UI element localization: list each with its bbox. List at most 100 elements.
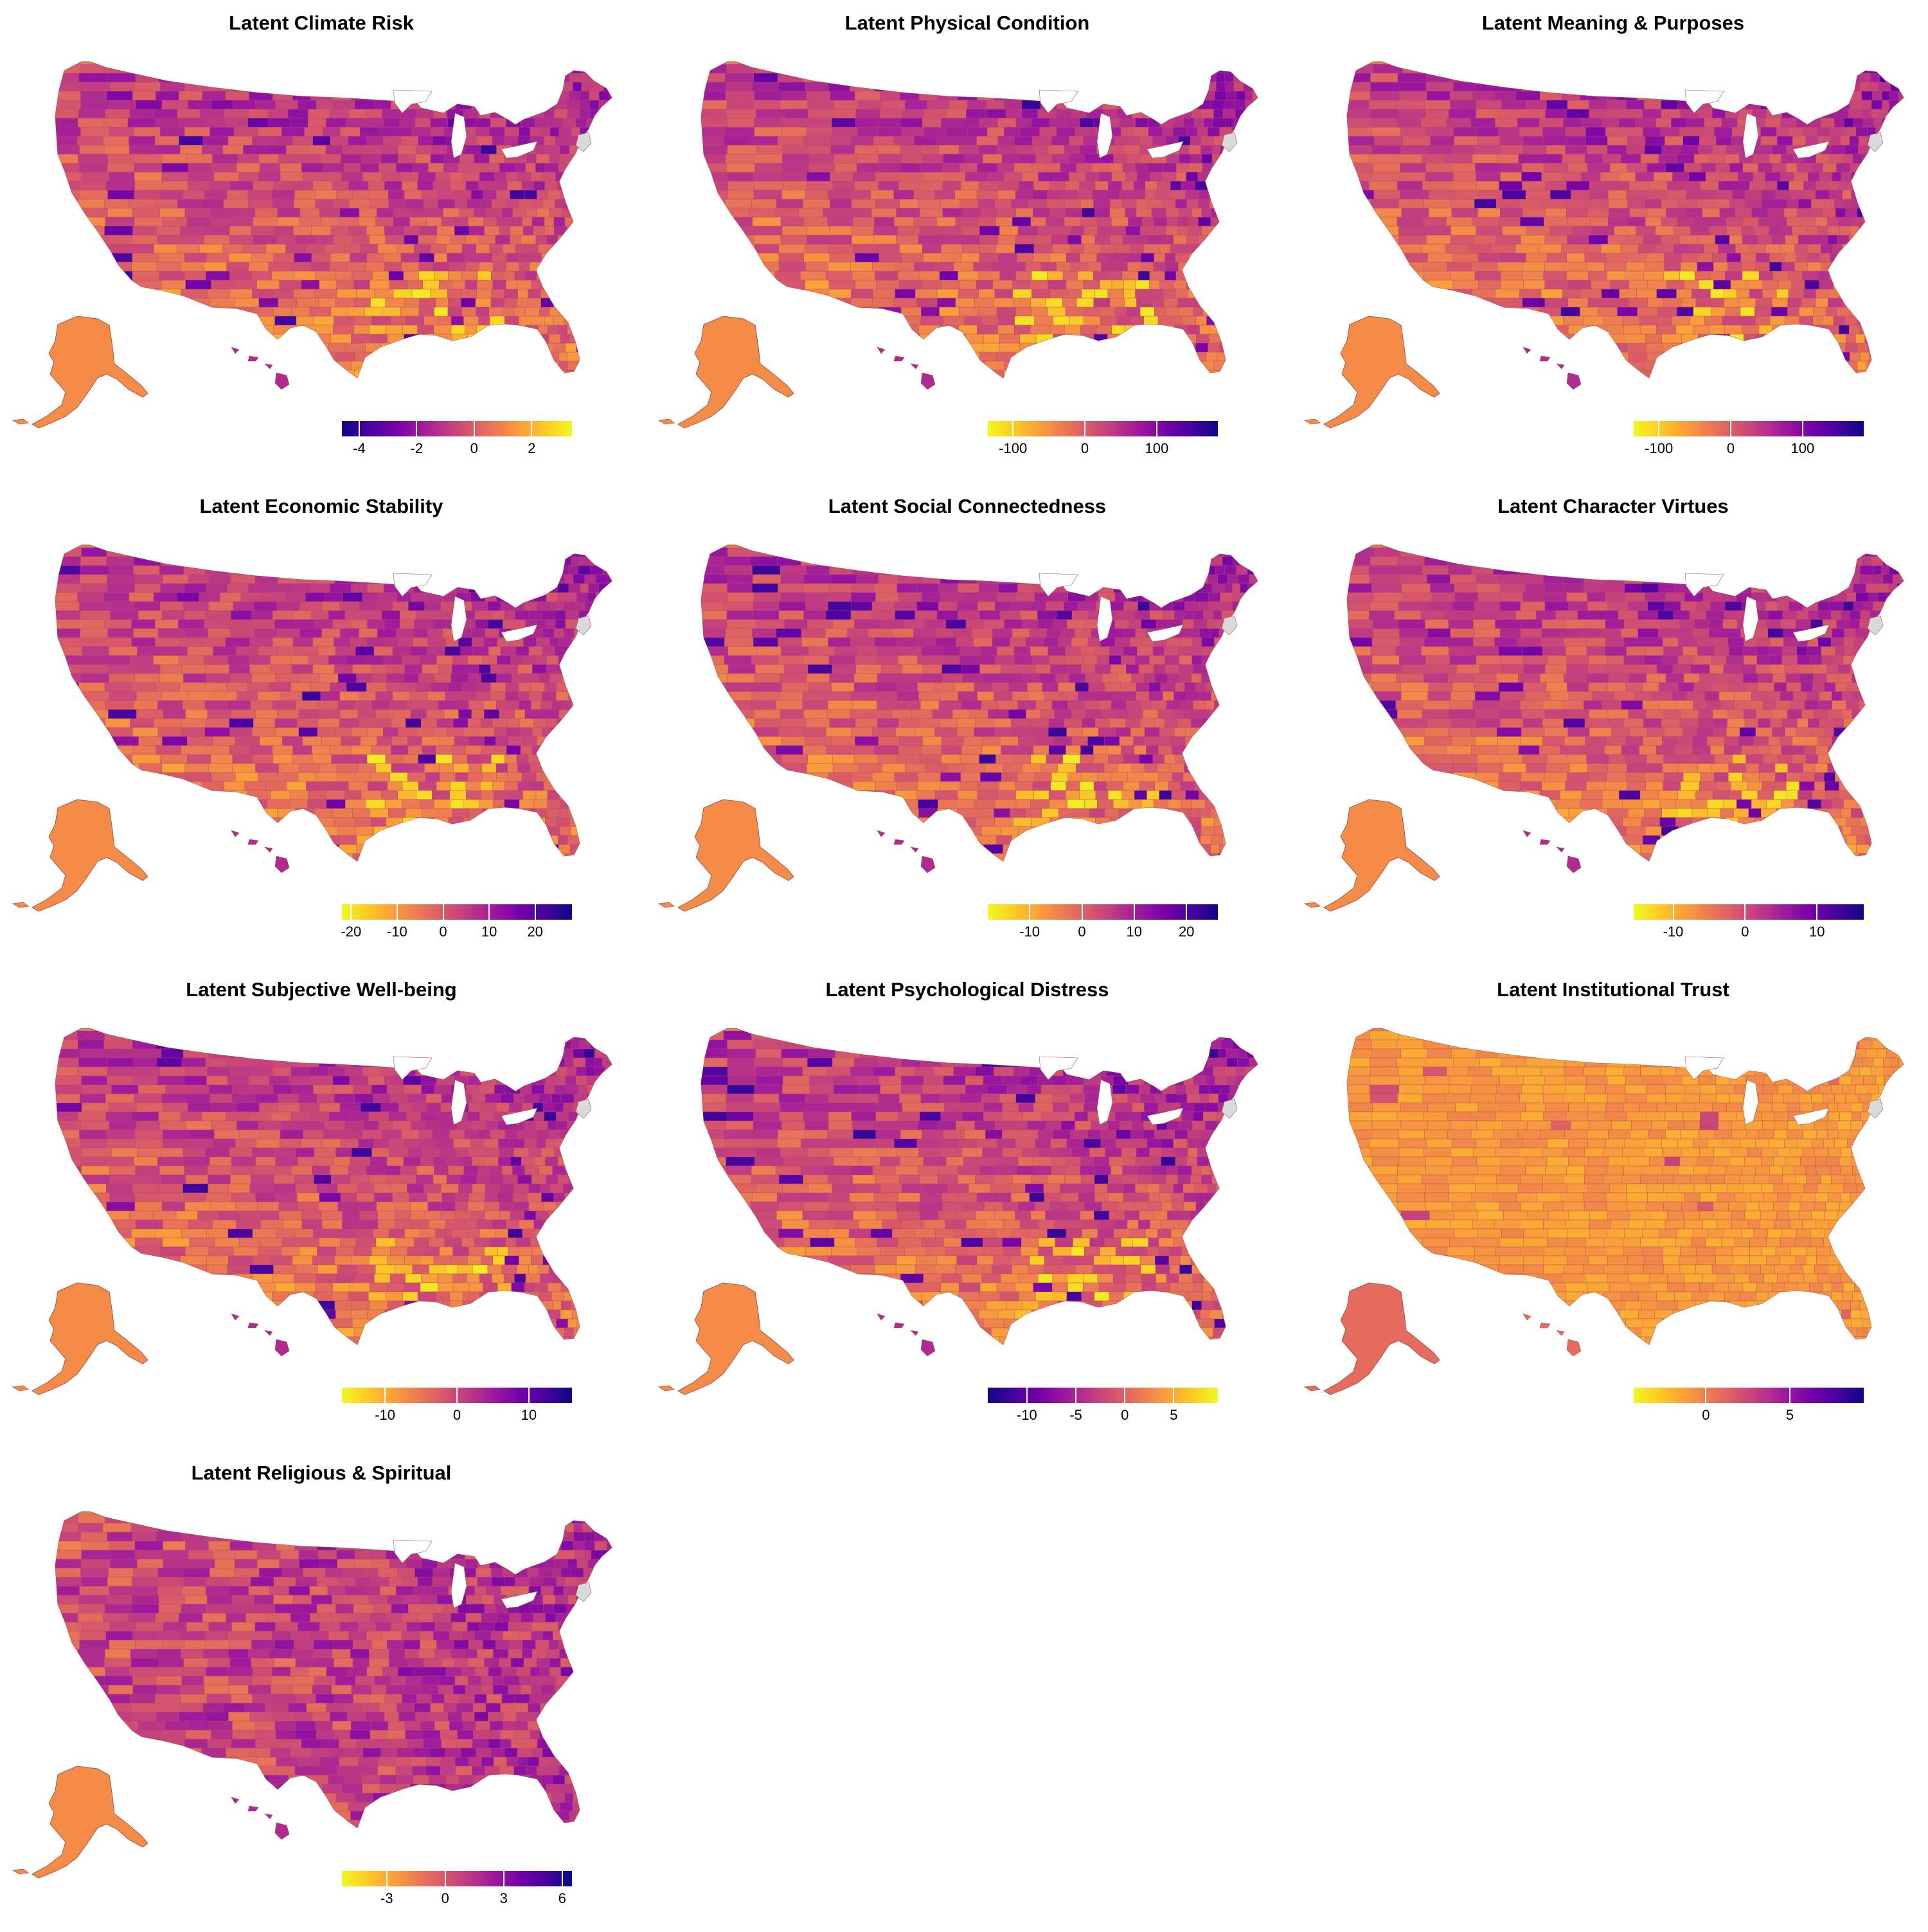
county-cell <box>493 782 505 791</box>
county-cell <box>503 620 514 629</box>
county-cell <box>432 791 449 800</box>
county-cell <box>80 91 107 100</box>
county-cell <box>1522 334 1546 343</box>
county-cell <box>1136 208 1152 217</box>
county-cell <box>1546 208 1566 217</box>
county-cell <box>1062 298 1076 307</box>
county-cell <box>129 593 154 602</box>
county-cell <box>350 253 366 262</box>
county-cell <box>512 352 523 361</box>
county-cell <box>135 575 163 584</box>
county-cell <box>1773 343 1786 352</box>
county-cell <box>1884 262 1892 271</box>
county-cell <box>549 638 558 647</box>
county-cell <box>357 674 372 683</box>
county-cell <box>451 235 466 244</box>
county-cell <box>352 665 371 674</box>
county-cell <box>591 692 603 701</box>
county-cell <box>319 674 338 683</box>
county-cell <box>1889 64 1897 73</box>
county-cell <box>979 244 996 253</box>
county-cell <box>1855 334 1865 343</box>
county-cell <box>1889 73 1900 82</box>
county-cell <box>1682 253 1697 262</box>
county-cell <box>479 262 494 271</box>
county-cell <box>1708 217 1726 226</box>
county-cell <box>587 755 596 764</box>
county-cell <box>1673 379 1690 388</box>
county-cell <box>1862 100 1871 109</box>
county-cell <box>871 190 894 199</box>
county-cell <box>436 755 452 764</box>
county-cell <box>108 809 136 818</box>
county-cell <box>1609 199 1628 208</box>
county-cell <box>582 271 592 280</box>
county-cell <box>155 136 179 145</box>
county-cell <box>1228 379 1240 388</box>
county-cell <box>405 665 422 674</box>
county-cell <box>1734 181 1749 190</box>
county-cell <box>205 190 228 199</box>
county-cell <box>1473 307 1494 316</box>
county-cell <box>159 325 184 334</box>
county-cell <box>206 307 231 316</box>
county-cell <box>1206 244 1215 253</box>
county-cell <box>1143 91 1154 100</box>
county-cell <box>1803 127 1817 136</box>
county-cell <box>405 298 420 307</box>
county-cell <box>379 127 394 136</box>
county-cell <box>1449 73 1474 82</box>
county-cell <box>268 109 288 118</box>
county-cell <box>1521 316 1540 325</box>
county-cell <box>476 620 488 629</box>
county-cell <box>923 154 943 163</box>
county-cell <box>375 557 395 566</box>
county-cell <box>1691 289 1710 298</box>
county-cell <box>421 719 437 728</box>
county-cell <box>373 863 388 872</box>
county-cell <box>129 136 156 145</box>
county-cell <box>1477 325 1501 334</box>
county-cell <box>1216 82 1226 91</box>
county-cell <box>1205 379 1217 388</box>
county-cell <box>1474 298 1497 307</box>
county-cell <box>1831 73 1841 82</box>
county-cell <box>318 647 335 656</box>
county-cell <box>1157 379 1168 388</box>
county-cell <box>156 118 179 127</box>
county-cell <box>370 809 388 818</box>
county-cell <box>275 316 296 325</box>
county-cell <box>1371 298 1398 307</box>
county-cell <box>1598 91 1617 100</box>
county-cell <box>1627 100 1645 109</box>
county-cell <box>134 334 161 343</box>
county-cell <box>967 548 988 557</box>
county-cell <box>524 352 535 361</box>
county-cell <box>1888 307 1897 316</box>
county-cell <box>806 262 828 271</box>
county-cell <box>505 692 518 701</box>
county-cell <box>248 584 271 593</box>
county-cell <box>355 64 371 73</box>
county-cell <box>1155 352 1167 361</box>
county-cell <box>1225 361 1234 370</box>
county-cell <box>508 566 522 575</box>
county-cell <box>1080 145 1096 154</box>
county-cell <box>330 746 351 755</box>
county-cell <box>278 773 298 782</box>
county-cell <box>51 154 78 163</box>
county-cell <box>949 100 967 109</box>
county-cell <box>1586 199 1609 208</box>
county-cell <box>1693 307 1711 316</box>
county-cell <box>1851 91 1862 100</box>
county-cell <box>467 755 480 764</box>
county-cell <box>1120 190 1133 199</box>
county-cell <box>1048 64 1067 73</box>
county-cell <box>1606 334 1625 343</box>
county-cell <box>1397 217 1424 226</box>
county-cell <box>756 109 785 118</box>
county-cell <box>1181 361 1192 370</box>
county-cell <box>1215 91 1227 100</box>
county-cell <box>1541 73 1564 82</box>
county-cell <box>1095 289 1108 298</box>
